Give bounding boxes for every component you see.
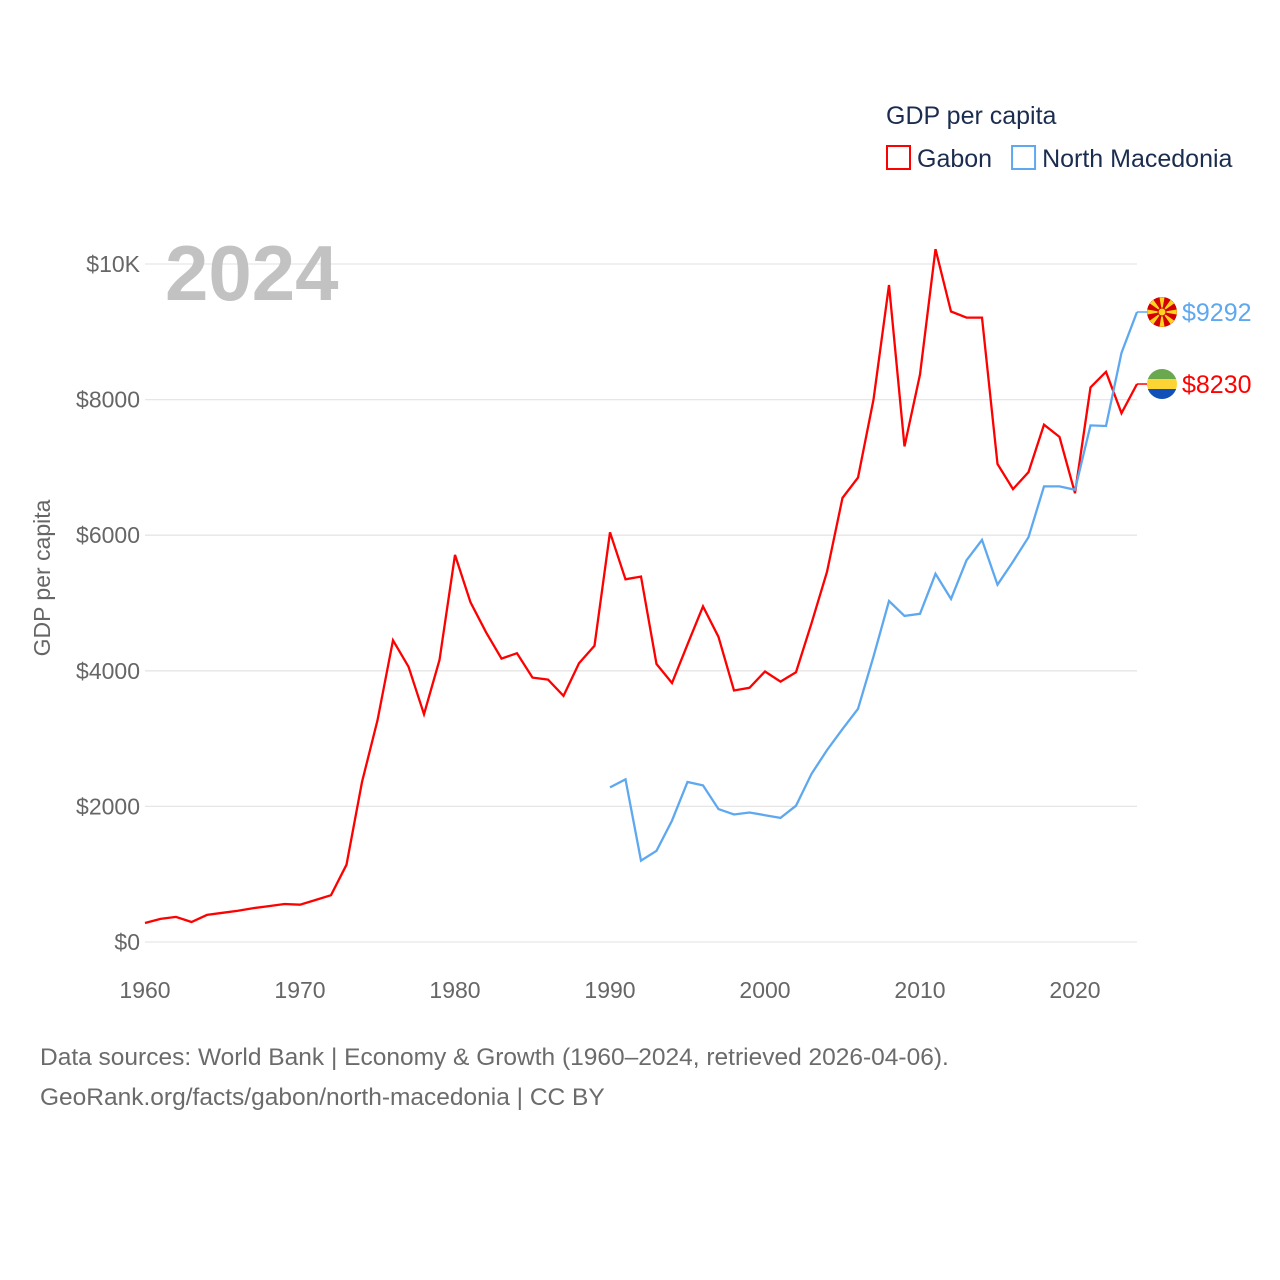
north-macedonia-end-value: $9292 [1182, 299, 1252, 327]
legend-item-gabon[interactable]: Gabon [886, 145, 992, 173]
x-tick-label: 2000 [739, 977, 790, 1003]
legend-item-north-macedonia[interactable]: North Macedonia [1011, 145, 1233, 173]
north-macedonia-flag-icon [1147, 297, 1177, 328]
x-tick-label: 1990 [584, 977, 635, 1003]
footer-attribution[interactable]: GeoRank.org/facts/gabon/north-macedonia … [40, 1084, 605, 1111]
x-tick-label: 1980 [429, 977, 480, 1003]
x-tick-label: 1960 [119, 977, 170, 1003]
y-tick-label: $4000 [76, 658, 140, 684]
y-tick-label: $2000 [76, 793, 140, 819]
legend-swatch [1011, 145, 1037, 170]
gabon-line [144, 248, 1139, 925]
year-watermark: 2024 [165, 229, 339, 317]
y-tick-label: $0 [114, 929, 140, 955]
x-tick-label: 1970 [274, 977, 325, 1003]
y-axis-title: GDP per capita [29, 499, 55, 656]
footer-sources: Data sources: World Bank | Economy & Gro… [40, 1044, 949, 1071]
legend-label: North Macedonia [1042, 145, 1232, 173]
y-tick-label: $10K [86, 251, 140, 277]
legend-swatch [886, 145, 911, 170]
x-tick-label: 2010 [894, 977, 945, 1003]
y-tick-label: $6000 [76, 522, 140, 548]
y-tick-label: $8000 [76, 387, 140, 413]
legend-title: GDP per capita [886, 102, 1057, 130]
gabon-flag-icon [1147, 369, 1177, 400]
legend-label: Gabon [917, 145, 992, 173]
x-tick-label: 2020 [1049, 977, 1100, 1003]
gabon-end-value: $8230 [1182, 371, 1252, 399]
north-macedonia-line [609, 311, 1139, 863]
